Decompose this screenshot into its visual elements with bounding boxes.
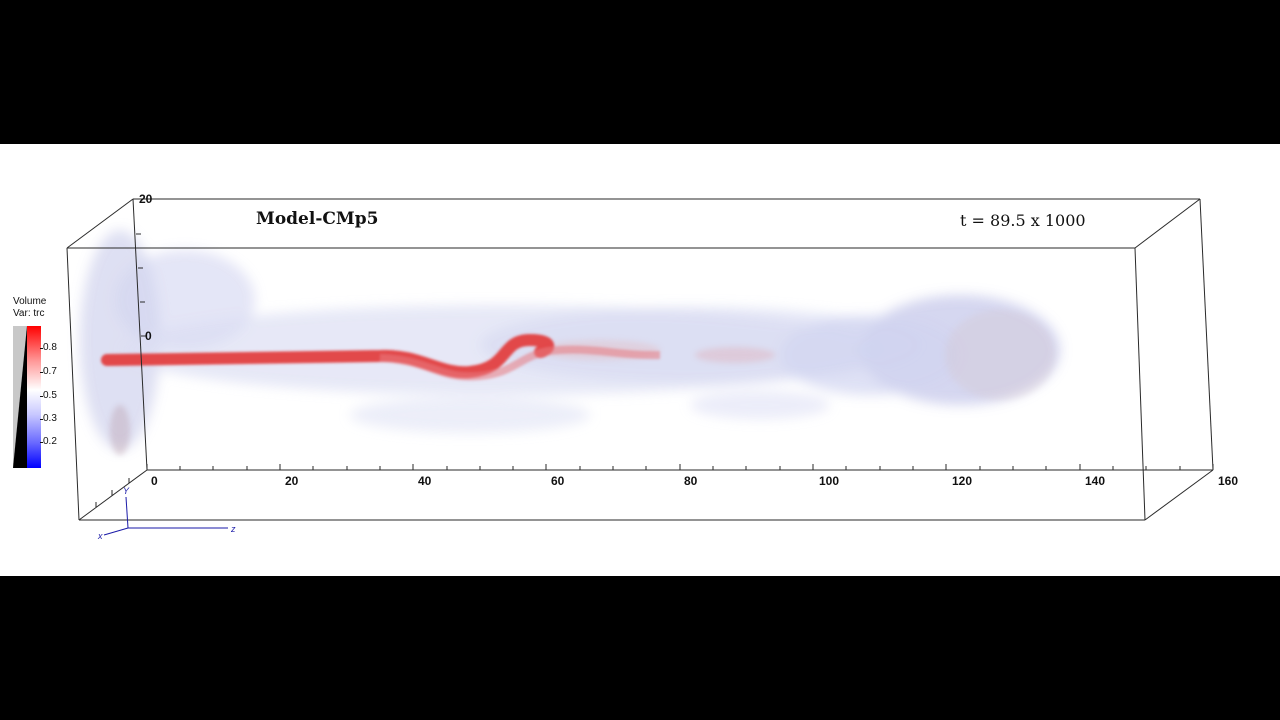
vertical-tick-label: 0: [145, 329, 152, 343]
legend-title-line1: Volume: [13, 296, 47, 307]
triad-x-label: x: [98, 531, 103, 541]
colorbar: [13, 326, 43, 468]
letterbox-bottom: [0, 576, 1280, 720]
z-tick-label: 120: [952, 474, 973, 488]
z-tick-label: 100: [819, 474, 840, 488]
z-tick-label: 160: [1218, 474, 1239, 488]
jet-beam: [101, 333, 661, 381]
model-title: Model-CMp5: [256, 209, 379, 229]
bounding-box: [66, 198, 1214, 521]
triad-z-label: z: [231, 524, 236, 534]
volume-render: [66, 198, 1214, 536]
legend-tick: 0.3: [40, 413, 57, 424]
x-axis-ticks: [95, 478, 130, 507]
z-tick-label: 80: [684, 474, 698, 488]
legend-tick: 0.7: [40, 366, 57, 377]
render-viewport[interactable]: Model-CMp5 t = 89.5 x 1000 Volume Var: t…: [0, 144, 1280, 576]
opacity-ramp: [13, 326, 27, 468]
letterbox-top: [0, 0, 1280, 144]
legend-tick: 0.5: [40, 390, 57, 401]
color-ramp: [27, 326, 41, 468]
z-axis-ticks: [146, 464, 1214, 470]
legend-tick: 0.8: [40, 342, 57, 353]
z-tick-label: 40: [418, 474, 432, 488]
vertical-tick-label: 20: [139, 192, 153, 206]
legend-tick: 0.2: [40, 436, 57, 447]
legend-title-line2: Var: trc: [13, 308, 45, 319]
time-label: t = 89.5 x 1000: [960, 211, 1086, 230]
vertical-axis-ticks: [133, 198, 147, 337]
triad-y-label: Y: [123, 486, 130, 496]
cocoon-detail: [110, 310, 1055, 455]
cocoon-cloud: [80, 230, 1060, 450]
legend-title: Volume Var: trc: [13, 296, 46, 320]
z-tick-label: 140: [1085, 474, 1106, 488]
z-tick-label: 20: [285, 474, 299, 488]
orientation-triad: [103, 496, 228, 536]
z-tick-label: 0: [151, 474, 158, 488]
z-tick-label: 60: [551, 474, 565, 488]
